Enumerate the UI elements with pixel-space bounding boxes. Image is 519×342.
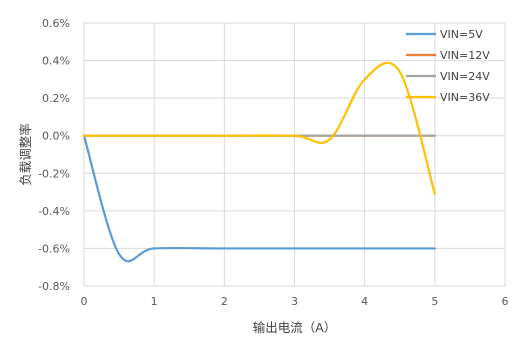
legend-label: VIN=36V bbox=[440, 91, 490, 104]
y-tick-label: 0.4% bbox=[42, 55, 70, 68]
x-tick-label: 3 bbox=[291, 295, 298, 308]
y-tick-label: 0.2% bbox=[42, 92, 70, 105]
x-tick-label: 4 bbox=[361, 295, 368, 308]
legend-label: VIN=12V bbox=[440, 49, 490, 62]
x-axis-title: 输出电流（A） bbox=[253, 320, 337, 335]
legend: VIN=5V VIN=12V VIN=24V VIN=36V bbox=[406, 28, 490, 104]
gridlines bbox=[83, 22, 506, 287]
x-tick-label: 0 bbox=[81, 295, 88, 308]
y-tick-label: -0.4% bbox=[38, 205, 70, 218]
y-axis-title: 负载调整率 bbox=[18, 123, 33, 186]
y-tick-label: 0.0% bbox=[42, 130, 70, 143]
y-tick-label: -0.6% bbox=[38, 242, 70, 255]
x-tick-label: 1 bbox=[151, 295, 158, 308]
y-tick-label: -0.2% bbox=[38, 167, 70, 180]
series-lines bbox=[82, 61, 436, 263]
series-line-3 bbox=[82, 61, 436, 196]
legend-label: VIN=5V bbox=[440, 28, 483, 41]
y-tick-labels: 0.6% 0.4% 0.2% 0.0% -0.2% -0.4% -0.6% -0.8% bbox=[38, 17, 70, 293]
x-tick-label: 2 bbox=[221, 295, 228, 308]
legend-label: VIN=24V bbox=[440, 70, 490, 83]
x-tick-label: 6 bbox=[502, 295, 509, 308]
y-tick-label: 0.6% bbox=[42, 17, 70, 30]
series-line-0 bbox=[82, 134, 436, 263]
x-tick-labels: 0 1 2 3 4 5 6 bbox=[81, 295, 509, 308]
x-tick-label: 5 bbox=[431, 295, 438, 308]
y-tick-label: -0.8% bbox=[38, 280, 70, 293]
